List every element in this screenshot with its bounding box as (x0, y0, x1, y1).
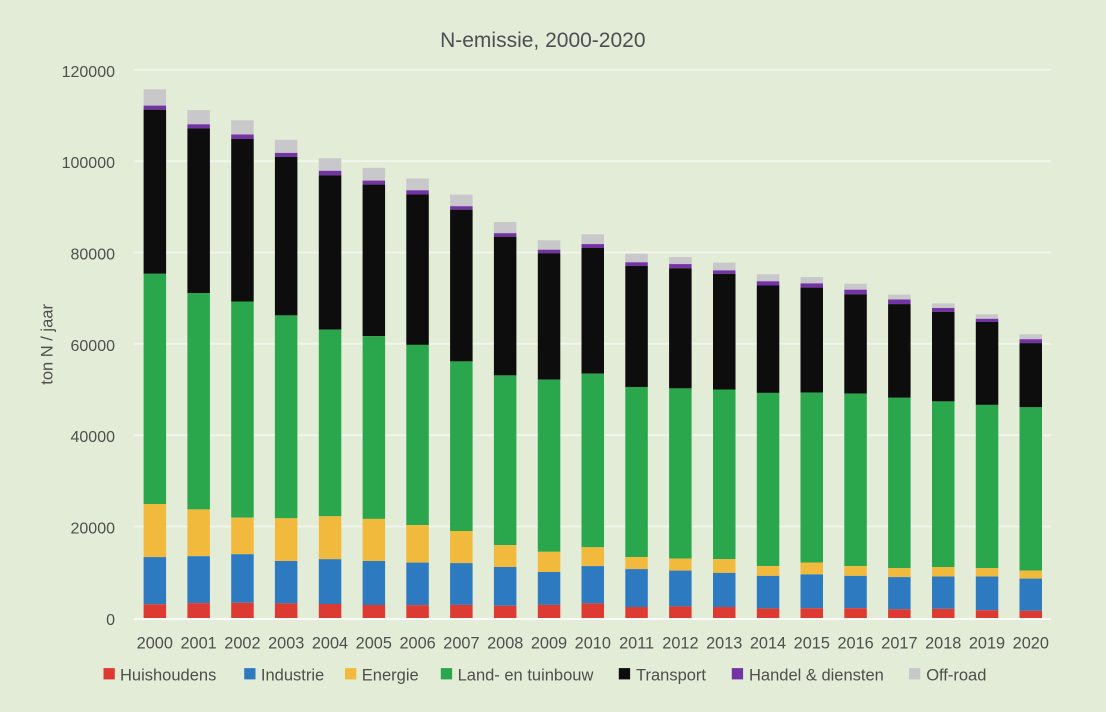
svg-text:60000: 60000 (71, 338, 116, 355)
svg-text:2019: 2019 (969, 635, 1005, 653)
svg-text:2016: 2016 (837, 635, 873, 653)
svg-text:Transport: Transport (636, 667, 706, 685)
svg-text:2012: 2012 (662, 635, 698, 653)
svg-text:2004: 2004 (312, 635, 348, 653)
svg-text:ton N / jaar: ton N / jaar (38, 304, 56, 385)
svg-text:2000: 2000 (137, 635, 173, 653)
svg-text:Industrie: Industrie (261, 667, 324, 685)
svg-text:2009: 2009 (531, 635, 567, 653)
svg-text:2018: 2018 (925, 635, 961, 653)
svg-text:2005: 2005 (356, 635, 392, 653)
svg-text:2001: 2001 (180, 635, 216, 653)
svg-text:2010: 2010 (575, 635, 611, 653)
svg-text:2015: 2015 (794, 635, 830, 653)
svg-text:2008: 2008 (487, 635, 523, 653)
svg-text:Off-road: Off-road (926, 667, 986, 685)
svg-text:80000: 80000 (71, 247, 116, 264)
svg-text:0: 0 (106, 612, 115, 629)
svg-text:N-emissie, 2000-2020: N-emissie, 2000-2020 (440, 29, 645, 52)
svg-text:Handel & diensten: Handel & diensten (749, 667, 884, 685)
svg-text:Huishoudens: Huishoudens (120, 667, 216, 685)
svg-text:2002: 2002 (224, 635, 260, 653)
svg-text:2007: 2007 (443, 635, 479, 653)
svg-text:2006: 2006 (399, 635, 435, 653)
svg-text:2014: 2014 (750, 635, 786, 653)
svg-text:2011: 2011 (619, 635, 654, 653)
svg-text:100000: 100000 (62, 155, 115, 172)
svg-text:120000: 120000 (62, 64, 115, 81)
svg-text:40000: 40000 (71, 429, 116, 446)
svg-text:20000: 20000 (71, 521, 116, 538)
svg-text:2013: 2013 (706, 635, 742, 653)
svg-text:2020: 2020 (1013, 635, 1049, 653)
svg-text:2003: 2003 (268, 635, 304, 653)
svg-text:Energie: Energie (362, 667, 419, 685)
svg-text:Land- en tuinbouw: Land- en tuinbouw (458, 667, 594, 685)
svg-text:2017: 2017 (881, 635, 917, 653)
